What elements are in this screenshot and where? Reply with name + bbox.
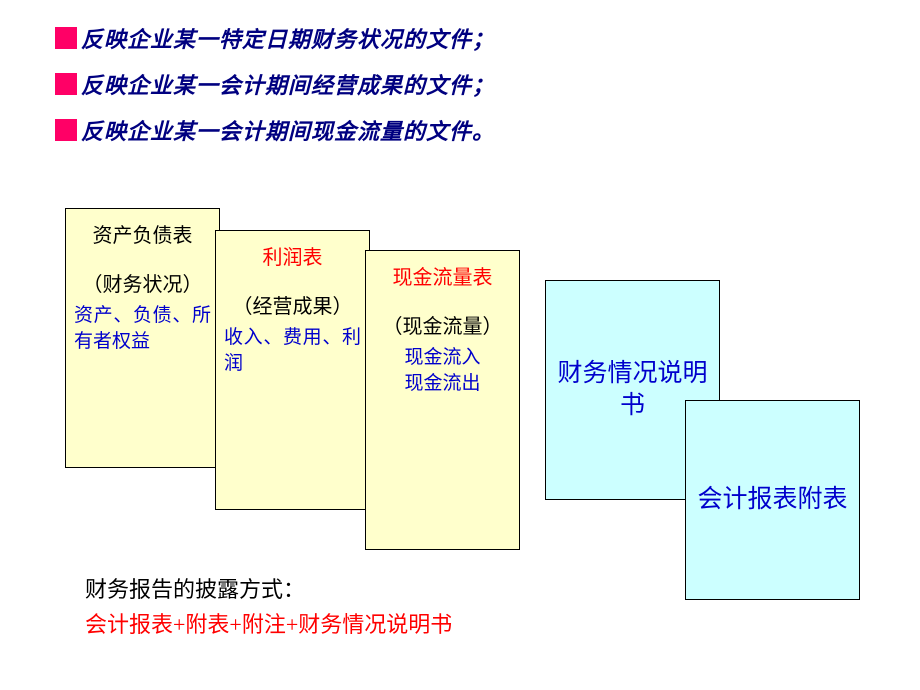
card3-detail-2: 现金流出 bbox=[374, 371, 511, 397]
footer-text: 财务报告的披露方式： 会计报表+附表+附注+财务情况说明书 bbox=[85, 572, 452, 642]
card-cash-flow: 现金流量表 （现金流量） 现金流入 现金流出 bbox=[365, 250, 520, 550]
bullet-square-icon bbox=[55, 119, 77, 141]
card2-title: 利润表 bbox=[224, 241, 361, 270]
bullet-row-2: 反映企业某一会计期间经营成果的文件； bbox=[55, 68, 495, 100]
bullet-square-icon bbox=[55, 27, 77, 49]
bullet-text-1: 反映企业某一特定日期财务状况的文件； bbox=[81, 22, 495, 54]
bullet-list: 反映企业某一特定日期财务状况的文件； 反映企业某一会计期间经营成果的文件； 反映… bbox=[55, 22, 495, 160]
card3-detail-1: 现金流入 bbox=[374, 345, 511, 371]
bullet-row-1: 反映企业某一特定日期财务状况的文件； bbox=[55, 22, 495, 54]
bullet-square-icon bbox=[55, 73, 77, 95]
bullet-text-3: 反映企业某一会计期间现金流量的文件。 bbox=[81, 114, 495, 146]
footer-line2: 会计报表+附表+附注+财务情况说明书 bbox=[85, 607, 452, 642]
card-income-statement: 利润表 （经营成果） 收入、费用、利润 bbox=[215, 230, 370, 510]
card1-title: 资产负债表 bbox=[74, 219, 211, 248]
card3-sub: （现金流量） bbox=[374, 310, 511, 339]
card-schedule: 会计报表附表 bbox=[685, 400, 860, 600]
card2-sub: （经营成果） bbox=[224, 290, 361, 319]
card2-detail: 收入、费用、利润 bbox=[224, 325, 361, 376]
bullet-text-2: 反映企业某一会计期间经营成果的文件； bbox=[81, 68, 495, 100]
bullet-row-3: 反映企业某一会计期间现金流量的文件。 bbox=[55, 114, 495, 146]
card1-sub: （财务状况） bbox=[74, 268, 211, 297]
card5-text: 会计报表附表 bbox=[697, 484, 847, 517]
footer-line1: 财务报告的披露方式： bbox=[85, 572, 452, 607]
card1-detail: 资产、负债、所有者权益 bbox=[74, 303, 211, 354]
card-balance-sheet: 资产负债表 （财务状况） 资产、负债、所有者权益 bbox=[65, 208, 220, 468]
card3-title: 现金流量表 bbox=[374, 261, 511, 290]
